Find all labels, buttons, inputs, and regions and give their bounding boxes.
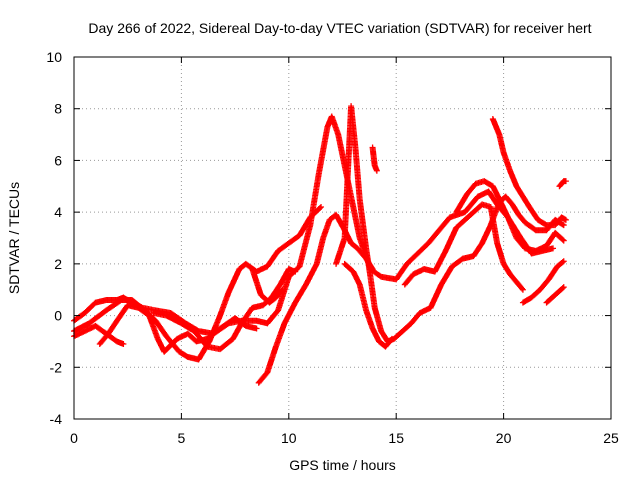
series-arc-8 xyxy=(333,103,567,345)
y-tick-label: 0 xyxy=(54,308,62,324)
data-point-markers xyxy=(489,116,569,229)
series-arc-16 xyxy=(556,178,569,190)
data-point-markers xyxy=(543,284,567,306)
y-axis-label: SDTVAR / TECUs xyxy=(6,182,22,294)
data-point-markers xyxy=(341,260,395,350)
series-arc-6 xyxy=(249,266,286,306)
y-tick-label: -2 xyxy=(50,359,63,375)
series-arc-10 xyxy=(369,144,380,174)
x-tick-label: 20 xyxy=(496,430,512,446)
data-point-markers xyxy=(519,258,567,306)
data-point-markers xyxy=(249,266,286,306)
data-point-markers xyxy=(255,211,376,386)
data-point-markers xyxy=(453,178,567,254)
x-tick-label: 10 xyxy=(281,430,297,446)
chart-title: Day 266 of 2022, Sidereal Day-to-day VTE… xyxy=(88,20,591,36)
series-arc-1 xyxy=(71,113,557,337)
x-tick-label: 0 xyxy=(70,430,78,446)
data-point-markers xyxy=(369,144,380,174)
series-arc-5 xyxy=(150,266,299,353)
x-tick-label: 5 xyxy=(178,430,186,446)
data-point-markers xyxy=(401,201,526,293)
plot-frame xyxy=(73,56,612,420)
series-arc-12 xyxy=(453,178,567,254)
x-tick-label: 15 xyxy=(388,430,404,446)
y-tick-label: 8 xyxy=(54,101,62,117)
y-tick-label: 4 xyxy=(54,204,62,220)
series-arc-9 xyxy=(341,260,395,350)
y-tick-label: 6 xyxy=(54,152,62,168)
data-marks xyxy=(71,103,569,386)
series-arc-15 xyxy=(543,284,567,306)
x-tick-label: 25 xyxy=(603,430,619,446)
y-tick-label: -4 xyxy=(50,411,63,427)
series-arc-13 xyxy=(489,116,569,229)
data-point-markers xyxy=(556,178,569,190)
y-tick-label: 10 xyxy=(46,49,62,65)
x-axis-label: GPS time / hours xyxy=(289,457,396,473)
data-point-markers xyxy=(150,266,299,353)
series-arc-11 xyxy=(401,201,526,293)
x-axis-ticks: 0 5 10 15 20 25 xyxy=(70,57,619,446)
data-point-markers xyxy=(71,113,557,337)
y-tick-label: 2 xyxy=(54,256,62,272)
series-arc-14 xyxy=(519,258,567,306)
y-axis-ticks: -4 -2 0 2 4 6 8 10 xyxy=(46,49,611,427)
data-point-markers xyxy=(333,103,567,345)
series-arc-7 xyxy=(255,211,376,386)
